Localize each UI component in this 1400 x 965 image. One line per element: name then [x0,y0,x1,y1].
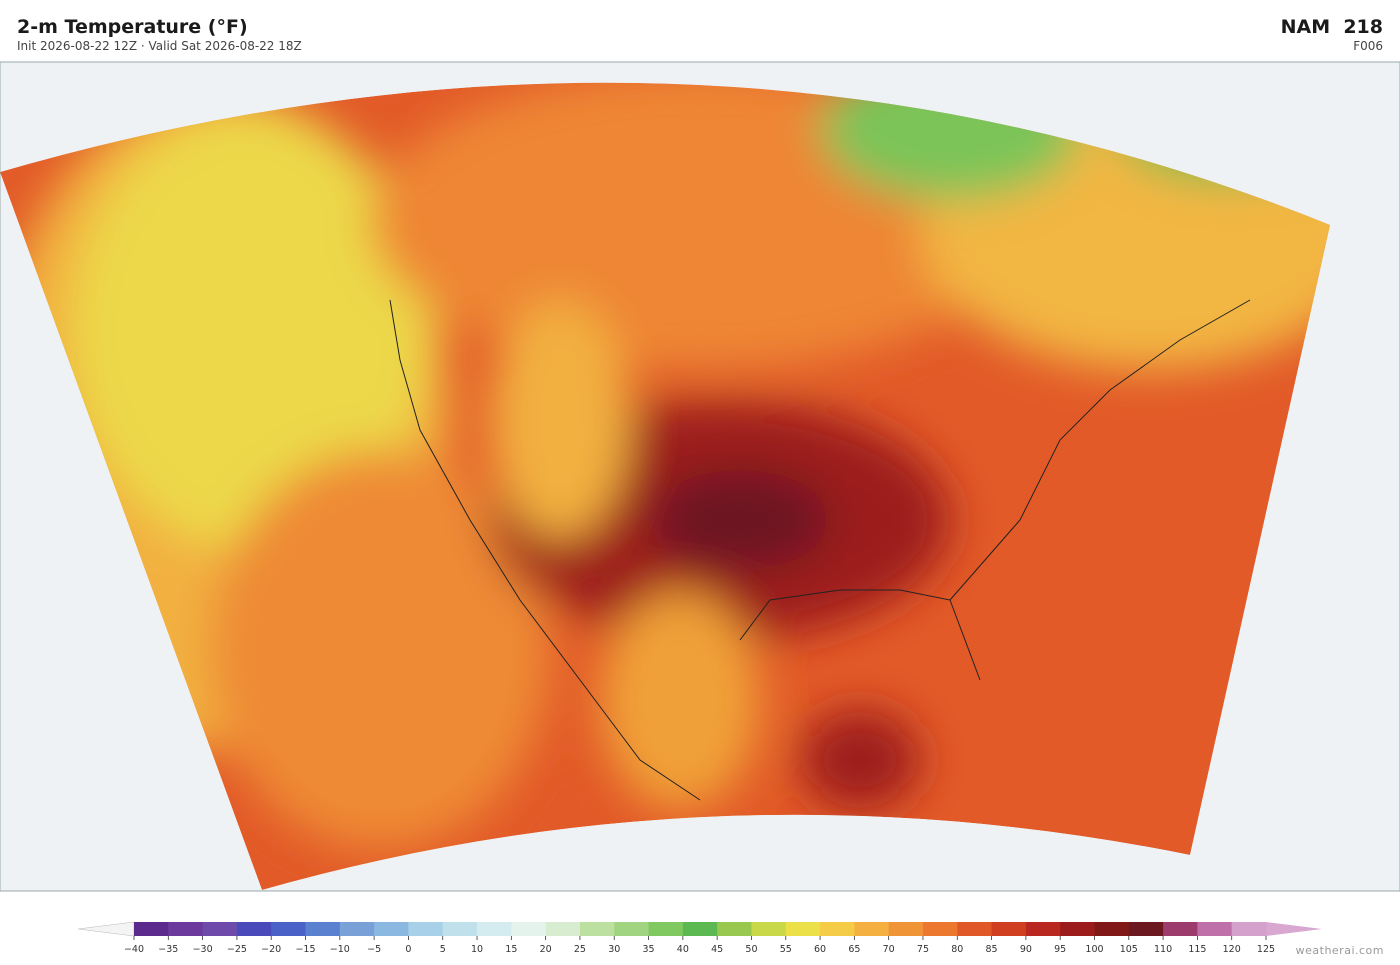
colorbar-tick-label: 0 [405,944,411,955]
color-bin [1060,922,1095,936]
colorbar-tick-label: −40 [124,944,144,955]
colorbar-under [77,921,135,937]
color-bin [477,922,512,936]
title: 2-m Temperature (°F) [17,16,248,38]
colorbar-tick-label: 120 [1223,944,1241,955]
colorbar-tick-label: 85 [986,944,998,955]
colorbar-tick-label: 70 [883,944,895,955]
color-bin [305,922,341,936]
credit: weatherai.com [1295,944,1384,957]
color-bin [134,922,169,936]
colorbar-tick-label: 55 [780,944,792,955]
colorbar-tick-label: −30 [193,944,213,955]
colorbar-tick-label: −10 [330,944,350,955]
color-bin [888,922,924,936]
color-bin [991,922,1027,936]
color-bin [820,922,855,936]
model-name: NAM 218 [1280,16,1383,38]
colorbar: −40 −35 −30 −25 −20 −15 −10 −5 0 5 10 15 20 25 30 35 40 4… [77,921,1322,955]
colorbar-tick-label: 80 [951,944,963,955]
colorbar-tick-label: 50 [745,944,757,955]
color-bin [1094,922,1130,936]
colorbar-tick-label: 15 [505,944,517,955]
colorbar-tick-label: 115 [1188,944,1206,955]
color-bin [202,922,238,936]
colorbar-tick-label: −5 [367,944,381,955]
colorbar-tick-label: 65 [848,944,860,955]
colorbar-tick-label: 95 [1054,944,1066,955]
color-bin [408,922,444,936]
color-bin [854,922,890,936]
colorbar-tick-label: −25 [227,944,247,955]
color-bin [579,922,615,936]
forecast-hour: F006 [1353,39,1383,53]
colorbar-tick-label: 45 [711,944,723,955]
color-bin [374,922,409,936]
color-bin [339,922,375,936]
colorbar-tick-label: −15 [295,944,315,955]
color-bin [751,922,787,936]
colorbar-tick-label: 10 [471,944,483,955]
coastline [389,299,1251,801]
colorbar-over [1266,922,1322,936]
color-bin [614,922,649,936]
color-bin [1231,922,1267,936]
color-bin [1128,922,1164,936]
colorbar-tick-label: −20 [261,944,281,955]
colorbar-tick-label: 110 [1154,944,1172,955]
color-bin [1025,922,1061,936]
colorbar-tick-label: 60 [814,944,826,955]
color-bin [1163,922,1198,936]
colorbar-tick-label: 35 [642,944,654,955]
colorbar-tick-label: 20 [540,944,552,955]
colorbar-tick-label: 90 [1020,944,1032,955]
color-bin [442,922,478,936]
subtitle: Init 2026-08-22 12Z · Valid Sat 2026-08-… [17,39,302,53]
colorbar-tick-label: 75 [917,944,929,955]
colorbar-tick-label: 125 [1257,944,1275,955]
color-bin [1197,922,1233,936]
colorbar-tick-label: 5 [440,944,446,955]
colorbar-tick-label: 40 [677,944,689,955]
colorbar-tick-label: 105 [1120,944,1138,955]
color-bin [648,922,684,936]
colorbar-tick-label: −35 [158,944,178,955]
color-bin [957,922,992,936]
color-bin [717,922,752,936]
colorbar-tick-label: 100 [1085,944,1103,955]
color-bin [236,922,272,936]
color-bin [271,922,306,936]
colorbar-tick-label: 25 [574,944,586,955]
color-bin [682,922,718,936]
color-bin [168,922,204,936]
color-bin [922,922,958,936]
color-bin [785,922,821,936]
color-bin [545,922,581,936]
color-bin [511,922,547,936]
colorbar-tick-label: 30 [608,944,620,955]
